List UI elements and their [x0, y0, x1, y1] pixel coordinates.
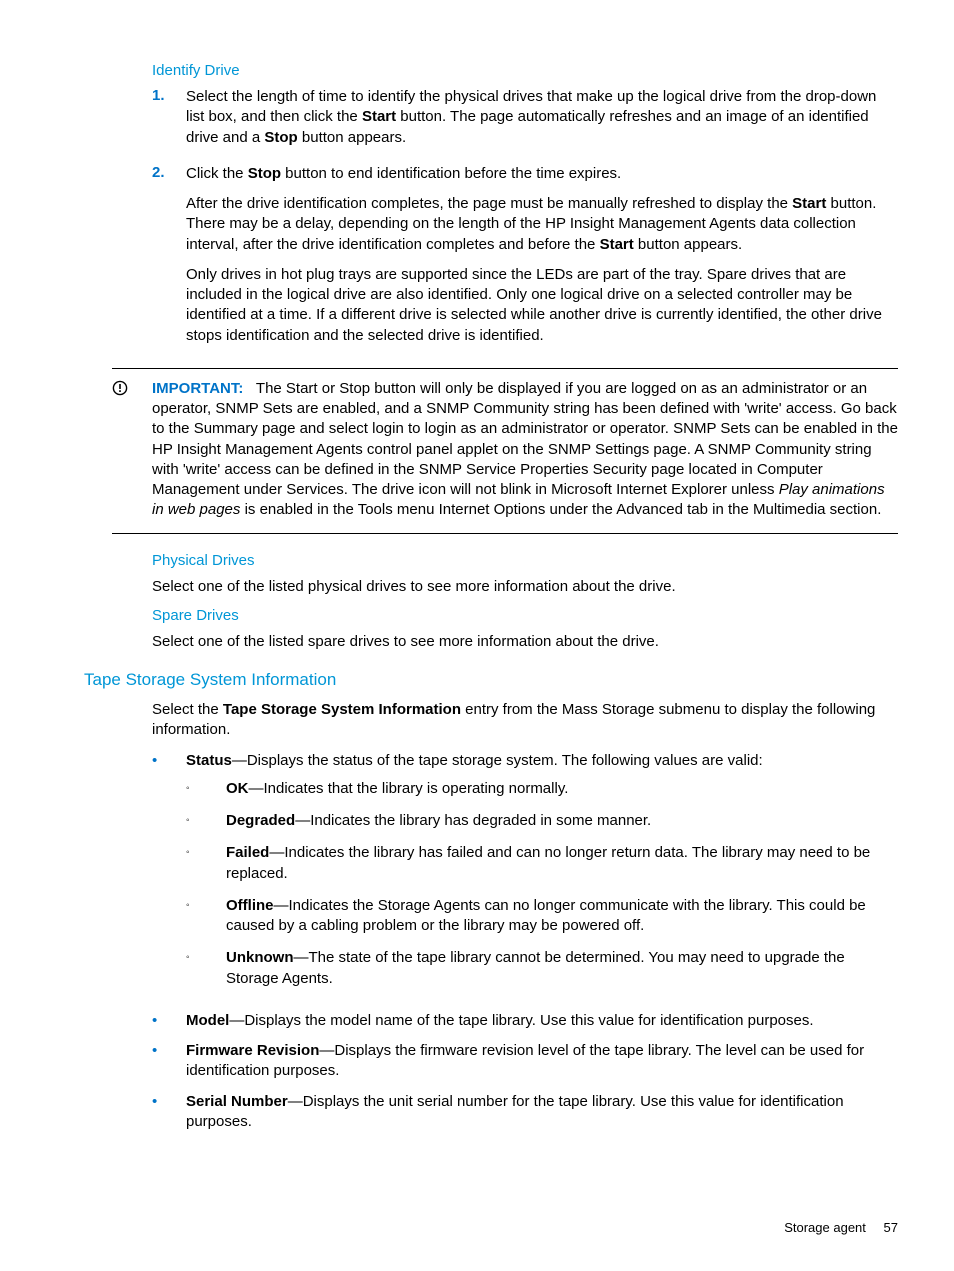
list-item: 1.Select the length of time to identify …: [152, 87, 898, 158]
step-body: Select the length of time to identify th…: [186, 87, 898, 158]
important-icon: [112, 379, 152, 521]
list-item: •Model—Displays the model name of the ta…: [152, 1011, 898, 1031]
list-item: ◦Degraded—Indicates the library has degr…: [186, 811, 898, 831]
physical-drives-text: Select one of the listed physical drives…: [152, 577, 898, 597]
step-number: 1.: [152, 87, 186, 158]
bullet-body: Status—Displays the status of the tape s…: [186, 751, 898, 1001]
list-item: •Firmware Revision—Displays the firmware…: [152, 1041, 898, 1082]
step-paragraph: Click the Stop button to end identificat…: [186, 164, 898, 184]
document-page: Identify Drive 1.Select the length of ti…: [0, 0, 954, 1271]
important-callout: IMPORTANT: The Start or Stop button will…: [112, 368, 898, 534]
step-number: 2.: [152, 164, 186, 356]
spare-drives-text: Select one of the listed spare drives to…: [152, 632, 898, 652]
sub-bullet-body: Unknown—The state of the tape library ca…: [226, 948, 898, 989]
list-item: •Serial Number—Displays the unit serial …: [152, 1092, 898, 1133]
bullet-body: Serial Number—Displays the unit serial n…: [186, 1092, 898, 1133]
important-body: The Start or Stop button will only be di…: [152, 380, 898, 519]
circle-bullet: ◦: [186, 811, 226, 831]
tape-info-list: •Status—Displays the status of the tape …: [152, 751, 898, 1133]
sub-bullet-body: Offline—Indicates the Storage Agents can…: [226, 896, 898, 937]
identify-steps-list: 1.Select the length of time to identify …: [152, 87, 898, 356]
list-item: ◦Unknown—The state of the tape library c…: [186, 948, 898, 989]
bullet-body: Firmware Revision—Displays the firmware …: [186, 1041, 898, 1082]
tape-intro-text: Select the Tape Storage System Informati…: [152, 700, 898, 741]
list-item: ◦Failed—Indicates the library has failed…: [186, 843, 898, 884]
step-paragraph: Only drives in hot plug trays are suppor…: [186, 265, 898, 346]
footer-section: Storage agent: [784, 1220, 866, 1235]
bullet-dot: •: [152, 1041, 186, 1082]
page-footer: Storage agent 57: [784, 1220, 898, 1235]
step-paragraph: After the drive identification completes…: [186, 194, 898, 255]
bullet-dot: •: [152, 751, 186, 1001]
footer-page-number: 57: [884, 1220, 898, 1235]
sub-bullet-body: Failed—Indicates the library has failed …: [226, 843, 898, 884]
bullet-dot: •: [152, 1092, 186, 1133]
heading-tape-storage: Tape Storage System Information: [84, 670, 898, 690]
step-paragraph: Select the length of time to identify th…: [186, 87, 898, 148]
list-item: ◦Offline—Indicates the Storage Agents ca…: [186, 896, 898, 937]
heading-spare-drives: Spare Drives: [152, 607, 898, 624]
circle-bullet: ◦: [186, 779, 226, 799]
bullet-body: Model—Displays the model name of the tap…: [186, 1011, 898, 1031]
circle-bullet: ◦: [186, 896, 226, 937]
sub-list: ◦OK—Indicates that the library is operat…: [186, 779, 898, 989]
step-body: Click the Stop button to end identificat…: [186, 164, 898, 356]
list-item: 2.Click the Stop button to end identific…: [152, 164, 898, 356]
circle-bullet: ◦: [186, 948, 226, 989]
bullet-dot: •: [152, 1011, 186, 1031]
list-item: •Status—Displays the status of the tape …: [152, 751, 898, 1001]
circle-bullet: ◦: [186, 843, 226, 884]
heading-physical-drives: Physical Drives: [152, 552, 898, 569]
content-area: Identify Drive 1.Select the length of ti…: [152, 62, 898, 1132]
important-label: IMPORTANT:: [152, 380, 243, 397]
sub-bullet-body: OK—Indicates that the library is operati…: [226, 779, 898, 799]
important-text: IMPORTANT: The Start or Stop button will…: [152, 379, 898, 521]
sub-bullet-body: Degraded—Indicates the library has degra…: [226, 811, 898, 831]
list-item: ◦OK—Indicates that the library is operat…: [186, 779, 898, 799]
heading-identify-drive: Identify Drive: [152, 62, 898, 79]
